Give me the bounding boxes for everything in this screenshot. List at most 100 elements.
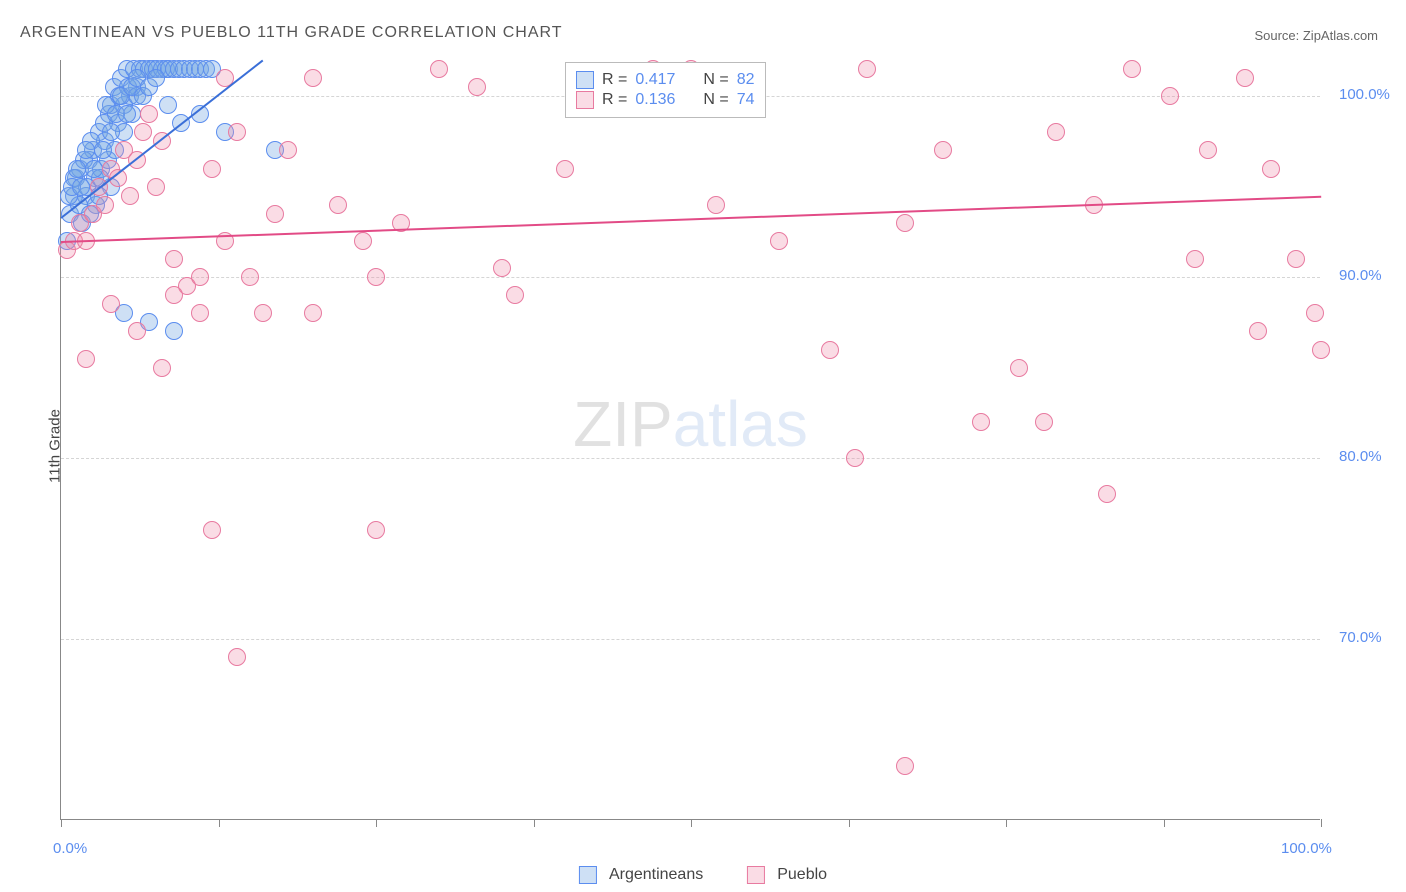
- scatter-point: [159, 96, 177, 114]
- scatter-point: [241, 268, 259, 286]
- chart-source: Source: ZipAtlas.com: [1254, 28, 1378, 43]
- x-label-right: 100.0%: [1281, 840, 1332, 857]
- x-tick: [534, 819, 535, 827]
- scatter-point: [556, 160, 574, 178]
- scatter-point: [102, 295, 120, 313]
- scatter-point: [1312, 341, 1330, 359]
- scatter-point: [1047, 123, 1065, 141]
- scatter-point: [165, 286, 183, 304]
- scatter-point: [1262, 160, 1280, 178]
- scatter-point: [68, 160, 86, 178]
- scatter-point: [77, 141, 95, 159]
- scatter-point: [1123, 60, 1141, 78]
- gridline: [61, 458, 1320, 459]
- scatter-point: [279, 141, 297, 159]
- scatter-point: [147, 69, 165, 87]
- swatch-pueblo: [747, 866, 765, 884]
- watermark-zip: ZIP: [573, 388, 673, 460]
- watermark: ZIPatlas: [573, 387, 808, 461]
- scatter-point: [367, 268, 385, 286]
- scatter-point: [1199, 141, 1217, 159]
- scatter-point: [770, 232, 788, 250]
- scatter-point: [1186, 250, 1204, 268]
- scatter-point: [165, 322, 183, 340]
- scatter-point: [493, 259, 511, 277]
- legend-row: R = 0.417 N = 82: [576, 71, 755, 89]
- scatter-point: [191, 268, 209, 286]
- scatter-point: [506, 286, 524, 304]
- scatter-point: [430, 60, 448, 78]
- scatter-point: [165, 250, 183, 268]
- scatter-point: [102, 123, 120, 141]
- scatter-point: [228, 648, 246, 666]
- x-tick: [691, 819, 692, 827]
- scatter-point: [140, 105, 158, 123]
- scatter-point: [96, 196, 114, 214]
- legend-bottom: Argentineans Pueblo: [579, 866, 827, 884]
- y-tick-label: 70.0%: [1339, 629, 1382, 646]
- legend-swatch: [576, 91, 594, 109]
- scatter-point: [1035, 413, 1053, 431]
- legend-swatch: [576, 71, 594, 89]
- scatter-point: [1161, 87, 1179, 105]
- chart-container: ARGENTINEAN VS PUEBLO 11TH GRADE CORRELA…: [0, 0, 1406, 892]
- scatter-point: [1249, 322, 1267, 340]
- scatter-point: [1098, 485, 1116, 503]
- scatter-point: [1010, 359, 1028, 377]
- scatter-point: [896, 757, 914, 775]
- scatter-point: [94, 141, 112, 159]
- n-value: 74: [737, 91, 755, 109]
- scatter-point: [468, 78, 486, 96]
- scatter-point: [128, 322, 146, 340]
- swatch-argentineans: [579, 866, 597, 884]
- x-tick: [376, 819, 377, 827]
- scatter-point: [134, 123, 152, 141]
- legend-label-pueblo: Pueblo: [777, 866, 827, 884]
- x-tick: [1164, 819, 1165, 827]
- scatter-point: [707, 196, 725, 214]
- scatter-point: [266, 205, 284, 223]
- n-value: 82: [737, 71, 755, 89]
- scatter-point: [972, 413, 990, 431]
- scatter-point: [329, 196, 347, 214]
- r-value: 0.136: [635, 91, 675, 109]
- scatter-point: [147, 178, 165, 196]
- scatter-point: [72, 178, 90, 196]
- r-value: 0.417: [635, 71, 675, 89]
- x-tick: [219, 819, 220, 827]
- scatter-point: [121, 187, 139, 205]
- scatter-point: [254, 304, 272, 322]
- scatter-point: [228, 123, 246, 141]
- legend-stats: R = 0.417 N = 82R = 0.136 N = 74: [565, 62, 766, 118]
- legend-label-argentineans: Argentineans: [609, 866, 703, 884]
- scatter-point: [77, 350, 95, 368]
- scatter-point: [153, 359, 171, 377]
- chart-title: ARGENTINEAN VS PUEBLO 11TH GRADE CORRELA…: [20, 24, 563, 42]
- x-tick: [1006, 819, 1007, 827]
- r-label: R =: [602, 71, 627, 89]
- scatter-point: [203, 521, 221, 539]
- x-tick: [849, 819, 850, 827]
- x-tick: [61, 819, 62, 827]
- scatter-point: [304, 304, 322, 322]
- plot-area: ZIPatlas 70.0%80.0%90.0%100.0%0.0%100.0%…: [60, 60, 1320, 820]
- scatter-point: [85, 160, 103, 178]
- y-tick-label: 90.0%: [1339, 267, 1382, 284]
- scatter-point: [821, 341, 839, 359]
- scatter-point: [118, 105, 136, 123]
- scatter-point: [858, 60, 876, 78]
- scatter-point: [367, 521, 385, 539]
- gridline: [61, 639, 1320, 640]
- scatter-point: [203, 160, 221, 178]
- x-tick: [1321, 819, 1322, 827]
- n-label: N =: [703, 71, 728, 89]
- scatter-point: [896, 214, 914, 232]
- scatter-point: [1236, 69, 1254, 87]
- scatter-point: [934, 141, 952, 159]
- n-label: N =: [703, 91, 728, 109]
- scatter-point: [304, 69, 322, 87]
- scatter-point: [1306, 304, 1324, 322]
- scatter-point: [1287, 250, 1305, 268]
- x-label-left: 0.0%: [53, 840, 87, 857]
- scatter-point: [191, 304, 209, 322]
